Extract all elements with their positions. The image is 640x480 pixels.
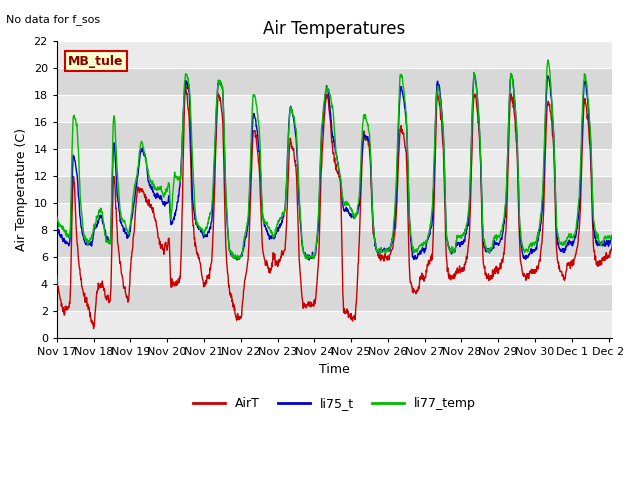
Text: MB_tule: MB_tule [68, 55, 124, 68]
Y-axis label: Air Temperature (C): Air Temperature (C) [15, 128, 28, 251]
Bar [57, 41, 612, 68]
Bar [57, 284, 612, 311]
Legend: AirT, li75_t, li77_temp: AirT, li75_t, li77_temp [188, 392, 481, 415]
X-axis label: Time: Time [319, 363, 350, 376]
Bar [57, 311, 612, 338]
Title: Air Temperatures: Air Temperatures [264, 20, 406, 38]
Bar [57, 68, 612, 95]
Text: No data for f_sos: No data for f_sos [6, 14, 100, 25]
Bar [57, 257, 612, 284]
Bar [57, 122, 612, 149]
Bar [57, 176, 612, 203]
Bar [57, 203, 612, 230]
Bar [57, 230, 612, 257]
Bar [57, 149, 612, 176]
Bar [57, 95, 612, 122]
